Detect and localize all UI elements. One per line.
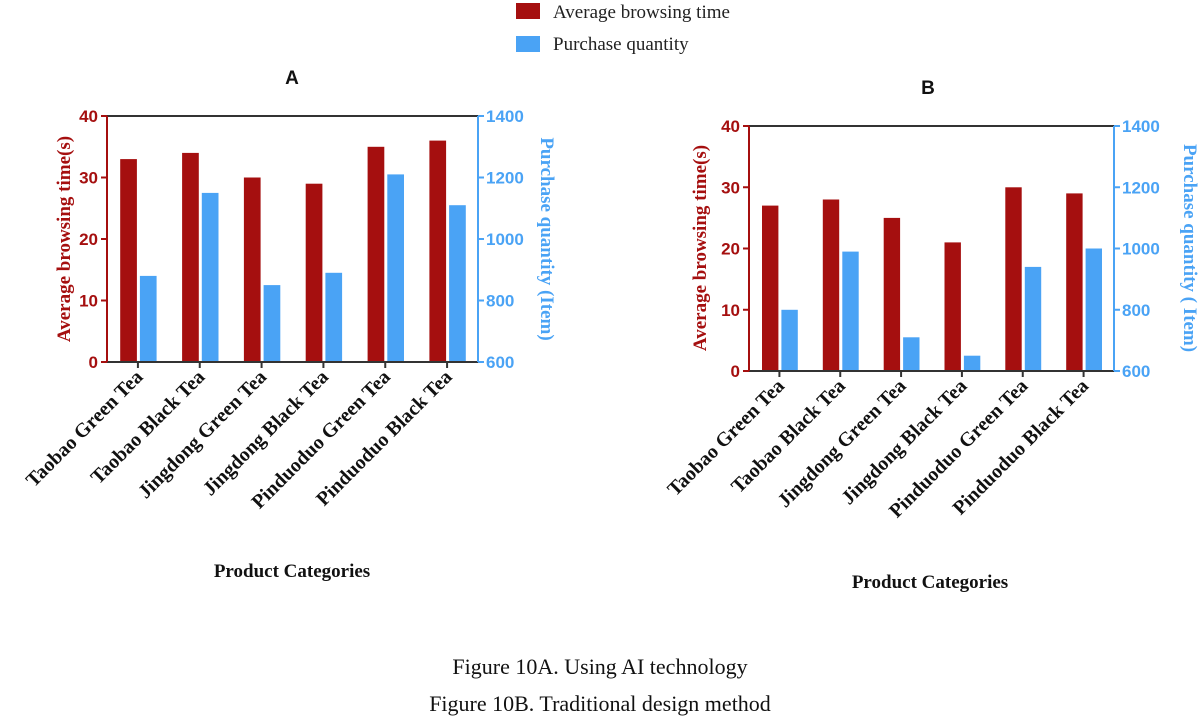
chart-a-bar-purchase-quantity-1 [139, 275, 157, 362]
chart-b-right-tick-label: 1000 [1122, 240, 1160, 259]
legend-label-browsing-time: Average browsing time [553, 2, 730, 23]
chart-b-bar-browsing-time-6 [1066, 193, 1083, 371]
chart-b-bar-browsing-time-4 [944, 242, 961, 371]
chart-b-left-tick-label: 20 [721, 240, 740, 259]
chart-a-xlabel: Product Categories [214, 561, 370, 582]
chart-a-ylabel-right: Purchase quantity (Item) [536, 137, 557, 340]
legend-label-purchase-quantity: Purchase quantity [553, 34, 689, 55]
chart-a-bar-browsing-time-1 [120, 159, 137, 362]
chart-b-left-ticks: 0 10 20 30 40 [721, 117, 749, 381]
chart-b-bar-purchase-quantity-3 [903, 337, 920, 371]
chart-b-right-ticks: 600 800 1000 1200 1400 [1114, 117, 1160, 381]
caption-figure-10b: Figure 10B. Traditional design method [429, 691, 771, 716]
chart-a-bar-browsing-time-5 [367, 146, 385, 363]
chart-a-right-tick-label: 1000 [486, 230, 524, 249]
chart-b-bar-browsing-time-2 [822, 199, 840, 371]
chart-a-bar-purchase-quantity-6 [449, 205, 466, 362]
chart-a-bar-browsing-time-4 [305, 183, 323, 362]
chart-b-left-tick-label: 40 [721, 117, 740, 136]
chart-panel-a: A 0 10 20 30 40 600 800 1000 1200 1400 Taobao Gr… [22, 68, 557, 582]
chart-a-bar-purchase-quantity-5 [387, 174, 404, 362]
chart-b-bar-purchase-quantity-1 [781, 309, 798, 372]
chart-a-left-tick-label: 0 [89, 353, 98, 372]
chart-a-left-tick-label: 20 [79, 230, 98, 249]
chart-a-bar-purchase-quantity-2 [201, 192, 219, 362]
chart-a-left-tick-label: 10 [79, 292, 98, 311]
chart-a-x-tick-label: Taobao Green Tea [22, 366, 148, 492]
chart-b-bar-purchase-quantity-5 [1024, 266, 1042, 371]
chart-b-xlabel: Product Categories [852, 572, 1008, 593]
chart-a-bar-purchase-quantity-3 [263, 285, 281, 362]
chart-b-left-tick-label: 30 [721, 178, 740, 197]
chart-a-bar-browsing-time-6 [429, 140, 447, 362]
chart-a-bar-browsing-time-3 [243, 177, 261, 362]
chart-a-left-ticks: 0 10 20 30 40 [79, 107, 107, 372]
chart-b-bar-browsing-time-1 [762, 205, 779, 371]
chart-b-bar-purchase-quantity-2 [842, 251, 859, 371]
chart-b-ylabel-left: Average browsing time(s) [690, 145, 711, 351]
chart-b-title: B [921, 78, 935, 99]
chart-b-bar-browsing-time-5 [1005, 187, 1022, 372]
chart-b-bar-purchase-quantity-6 [1085, 248, 1102, 371]
chart-b-bar-purchase-quantity-4 [963, 355, 981, 371]
chart-a-left-tick-label: 40 [79, 107, 98, 126]
chart-b-bar-browsing-time-3 [883, 217, 901, 371]
chart-a-ylabel-left: Average browsing time(s) [54, 136, 75, 342]
chart-a-right-ticks: 600 800 1000 1200 1400 [478, 107, 524, 372]
chart-a-bars [120, 140, 466, 363]
chart-b-bars [762, 187, 1102, 372]
chart-a-left-tick-label: 30 [79, 169, 98, 188]
chart-b-left-tick-label: 10 [721, 301, 740, 320]
chart-a-bar-browsing-time-2 [182, 152, 199, 362]
chart-a-right-tick-label: 1400 [486, 107, 524, 126]
chart-a-right-tick-label: 1200 [486, 169, 524, 188]
chart-a-right-tick-label: 600 [486, 353, 514, 372]
chart-b-right-tick-label: 1200 [1122, 178, 1160, 197]
chart-a-right-tick-label: 800 [486, 292, 514, 311]
chart-b-ylabel-right: Purchase quantity ( Item) [1179, 144, 1200, 352]
legend-swatch-browsing-time [516, 3, 540, 19]
chart-b-right-tick-label: 800 [1122, 301, 1150, 320]
legend-swatch-purchase-quantity [516, 36, 540, 52]
chart-a-x-tick-label: Taobao Black Tea [87, 366, 210, 489]
chart-a-bar-purchase-quantity-4 [325, 272, 343, 362]
legend: Average browsing time Purchase quantity [516, 2, 730, 55]
chart-a-title: A [285, 68, 299, 89]
caption-figure-10a: Figure 10A. Using AI technology [452, 654, 748, 679]
chart-b-right-tick-label: 1400 [1122, 117, 1160, 136]
chart-b-left-tick-label: 0 [731, 362, 740, 381]
chart-panel-b: B 0 10 20 30 40 600 800 1000 1200 1400 Taobao Gr… [663, 78, 1200, 593]
chart-b-right-tick-label: 600 [1122, 362, 1150, 381]
chart-b-x-tick-label: Taobao Black Tea [727, 375, 850, 498]
